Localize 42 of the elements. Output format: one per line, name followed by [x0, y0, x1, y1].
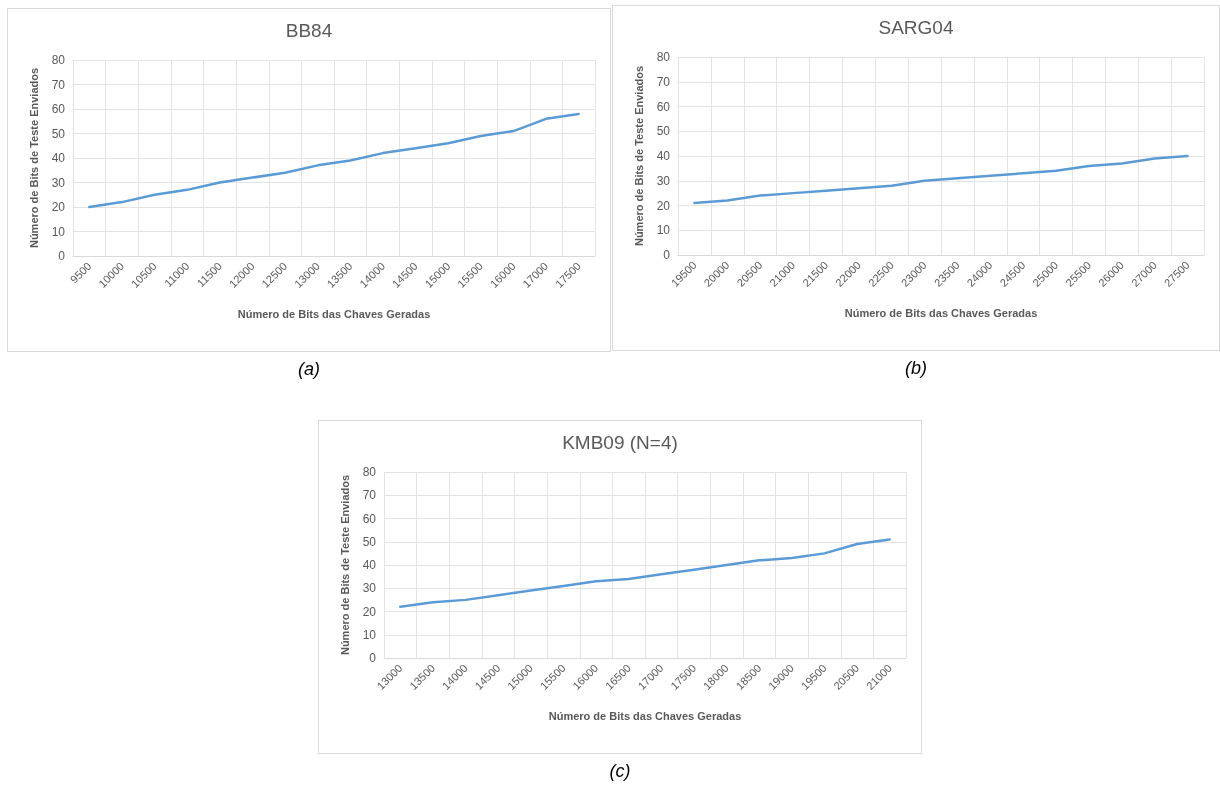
y-tick-label: 70 — [656, 74, 671, 89]
text: (b) — [905, 358, 927, 378]
y-tick-label: 20 — [51, 200, 66, 214]
chart-title: BB84 — [285, 20, 333, 41]
y-tick-label: 30 — [362, 581, 377, 596]
chart-title: KMB09 (N=4) — [562, 432, 678, 453]
x-axis-title: Número de Bits das Chaves Geradas — [237, 307, 431, 320]
y-tick-label: 50 — [656, 124, 671, 139]
y-tick-label: 0 — [663, 248, 671, 262]
y-tick-label: 60 — [656, 99, 671, 114]
y-tick-label: 30 — [51, 175, 66, 190]
y-tick-label: 80 — [362, 465, 377, 479]
y-tick-label: 10 — [51, 224, 66, 239]
y-axis-title: Número de Bits de Teste Enviados — [27, 67, 40, 249]
y-tick-label: 40 — [362, 558, 377, 572]
y-axis-title: Número de Bits de Teste Enviados — [338, 474, 351, 656]
y-tick-label: 60 — [51, 102, 66, 116]
y-tick-label: 0 — [369, 651, 377, 665]
x-axis-title: Número de Bits das Chaves Geradas — [844, 306, 1038, 319]
y-tick-label: 20 — [362, 604, 377, 619]
chart-title: SARG04 — [878, 17, 954, 38]
x-axis-title: Número de Bits das Chaves Geradas — [548, 709, 742, 722]
y-tick-label: 10 — [362, 627, 377, 642]
y-tick-label: 50 — [362, 534, 377, 549]
line-series — [399, 538, 891, 609]
text: (c) — [609, 761, 631, 781]
y-tick-label: 40 — [656, 149, 671, 163]
y-tick-label: 40 — [51, 151, 66, 165]
y-tick-label: 20 — [656, 198, 671, 213]
y-tick-label: 80 — [51, 53, 66, 67]
line-series — [693, 154, 1189, 205]
line-series — [88, 112, 580, 209]
y-axis-title: Número de Bits de Teste Enviados — [632, 65, 645, 247]
y-tick-label: 80 — [656, 50, 671, 64]
y-tick-label: 70 — [51, 77, 66, 92]
y-tick-label: 10 — [656, 223, 671, 238]
y-tick-label: 50 — [51, 126, 66, 141]
text: (a) — [298, 359, 320, 379]
y-tick-label: 60 — [362, 511, 377, 526]
y-tick-label: 70 — [362, 488, 377, 503]
y-tick-label: 0 — [58, 249, 66, 263]
y-tick-label: 30 — [656, 173, 671, 188]
